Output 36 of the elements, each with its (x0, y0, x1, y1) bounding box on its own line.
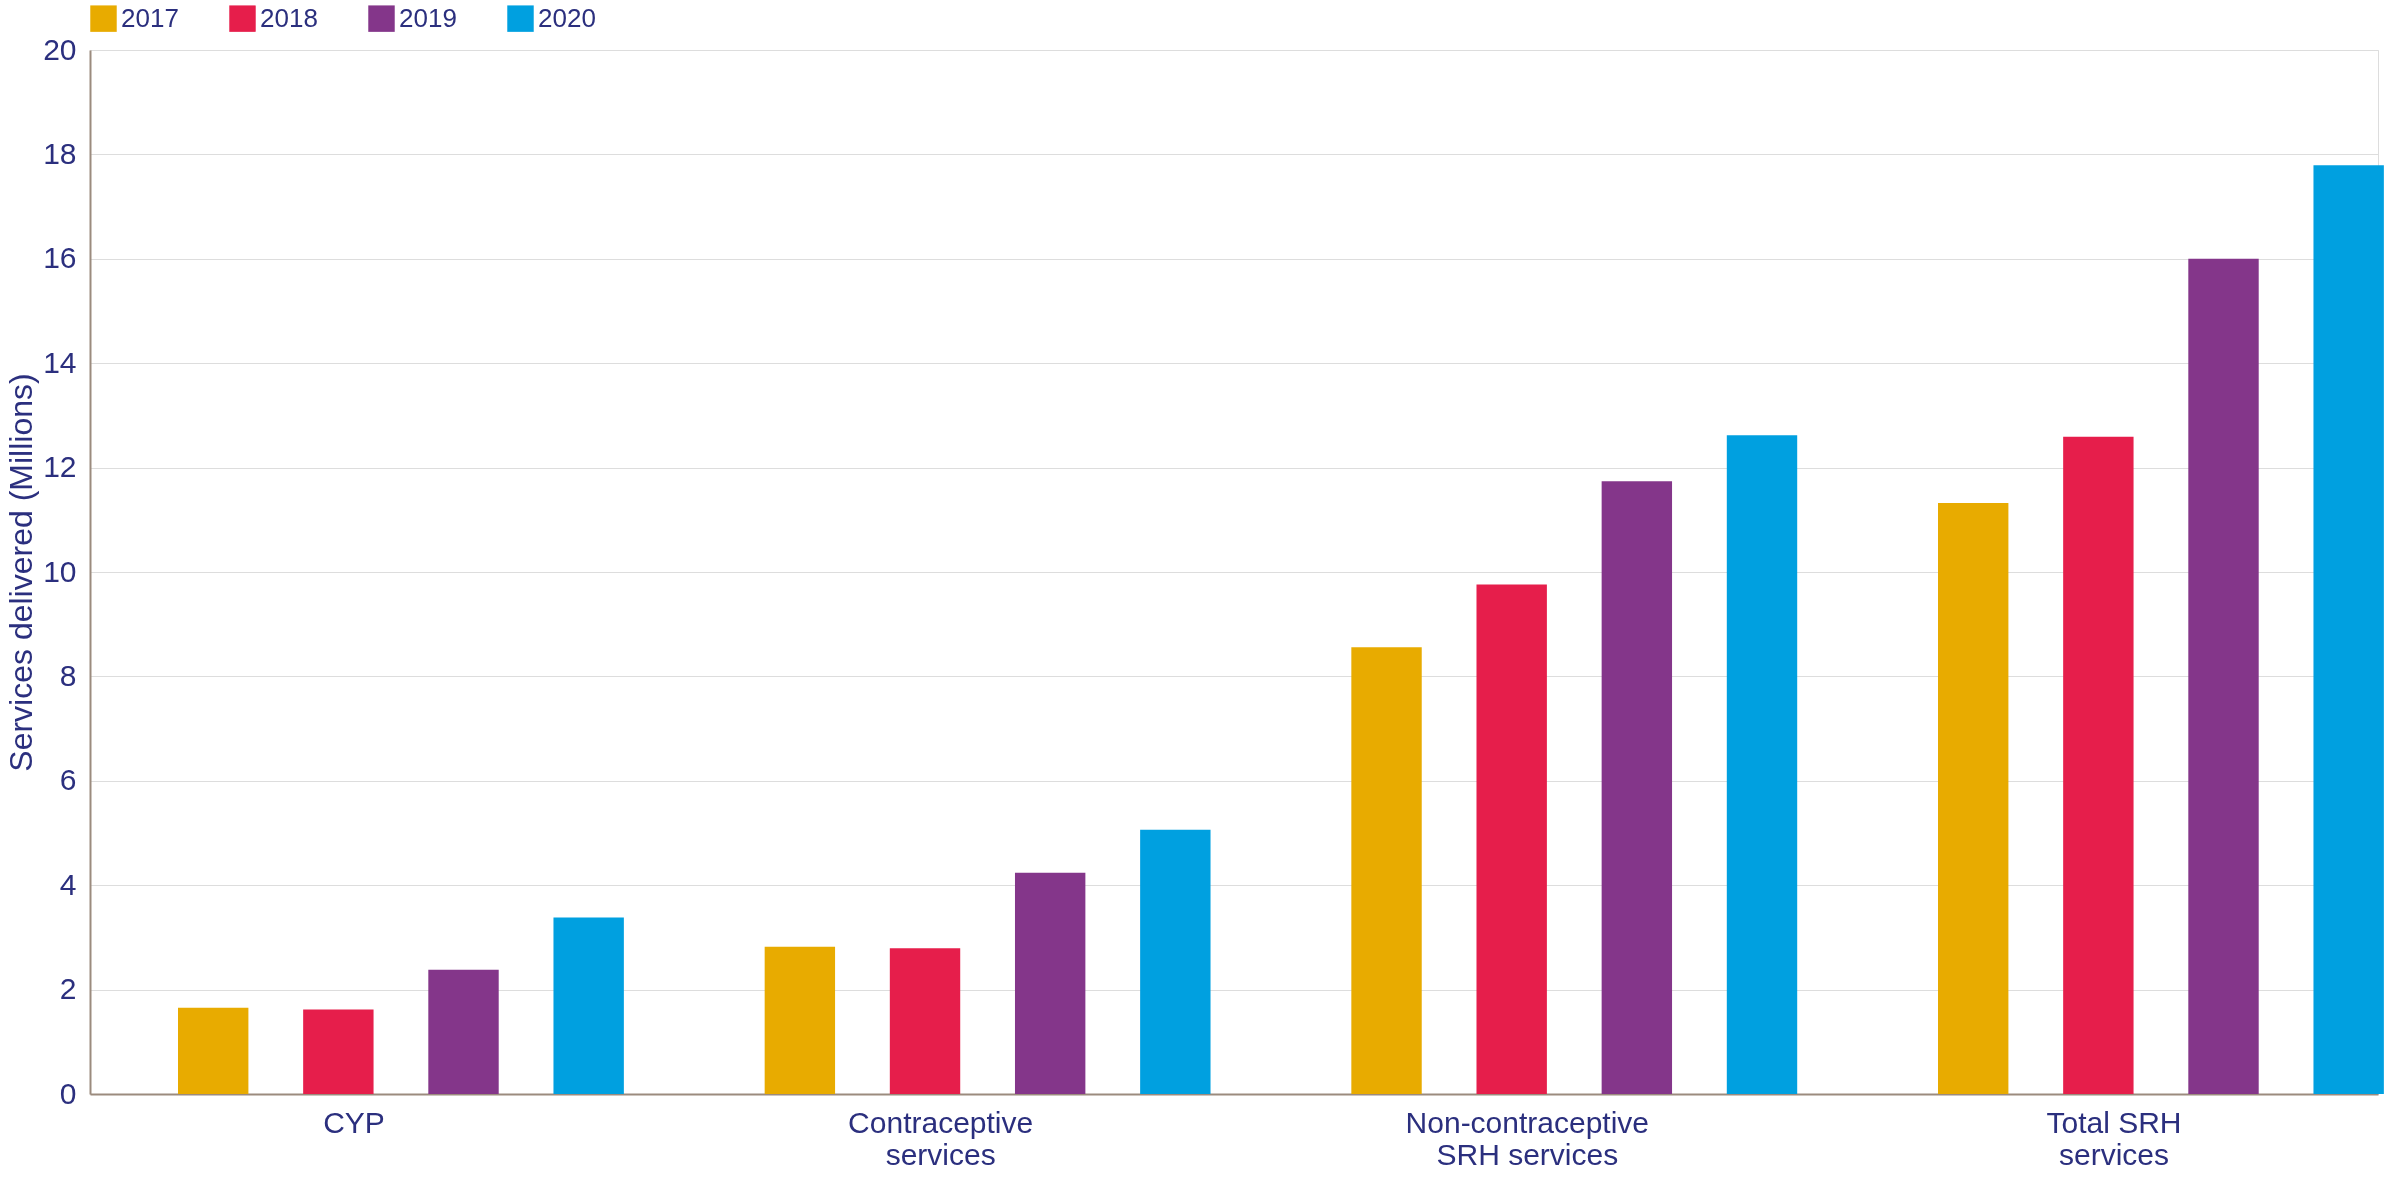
y-tick-label: 2 (59, 972, 77, 1006)
bar (1014, 872, 1086, 1094)
y-tick-label: 10 (43, 554, 77, 588)
x-tick-label: Total SRH services (2046, 1105, 2182, 1171)
y-tick-label: 16 (43, 241, 77, 275)
bar (2063, 436, 2134, 1094)
legend-label: 2019 (399, 2, 457, 33)
x-tick-label: Contraceptive services (848, 1105, 1034, 1171)
y-tick-label: 8 (59, 658, 77, 692)
bar (2313, 165, 2384, 1094)
legend-label: 2020 (538, 2, 596, 33)
bar (178, 1007, 249, 1094)
x-tick-label: CYP (323, 1105, 385, 1139)
bar (1476, 584, 1547, 1094)
y-tick-label: 6 (59, 763, 77, 797)
y-tick-label: 14 (43, 345, 77, 379)
bar (889, 948, 961, 1094)
y-tick-label: 18 (43, 136, 77, 170)
bar (428, 969, 499, 1094)
y-tick-label: 0 (59, 1076, 77, 1110)
y-tick-label: 12 (43, 450, 77, 484)
bar (764, 946, 836, 1094)
bar (303, 1009, 374, 1094)
y-tick-label: 20 (43, 32, 77, 66)
legend-label: 2017 (121, 2, 179, 33)
bar (1601, 481, 1673, 1094)
bar (1726, 435, 1798, 1094)
y-axis-title: Services delivered (Millions) (3, 373, 40, 772)
bar (1938, 503, 2009, 1094)
legend-label: 2018 (260, 2, 318, 33)
bar (553, 917, 624, 1094)
x-tick-label: Non-contraceptive SRH services (1405, 1105, 1650, 1171)
bar (2188, 258, 2259, 1094)
bar (1351, 647, 1422, 1094)
y-tick-label: 4 (59, 867, 77, 901)
bar (1140, 829, 1211, 1094)
